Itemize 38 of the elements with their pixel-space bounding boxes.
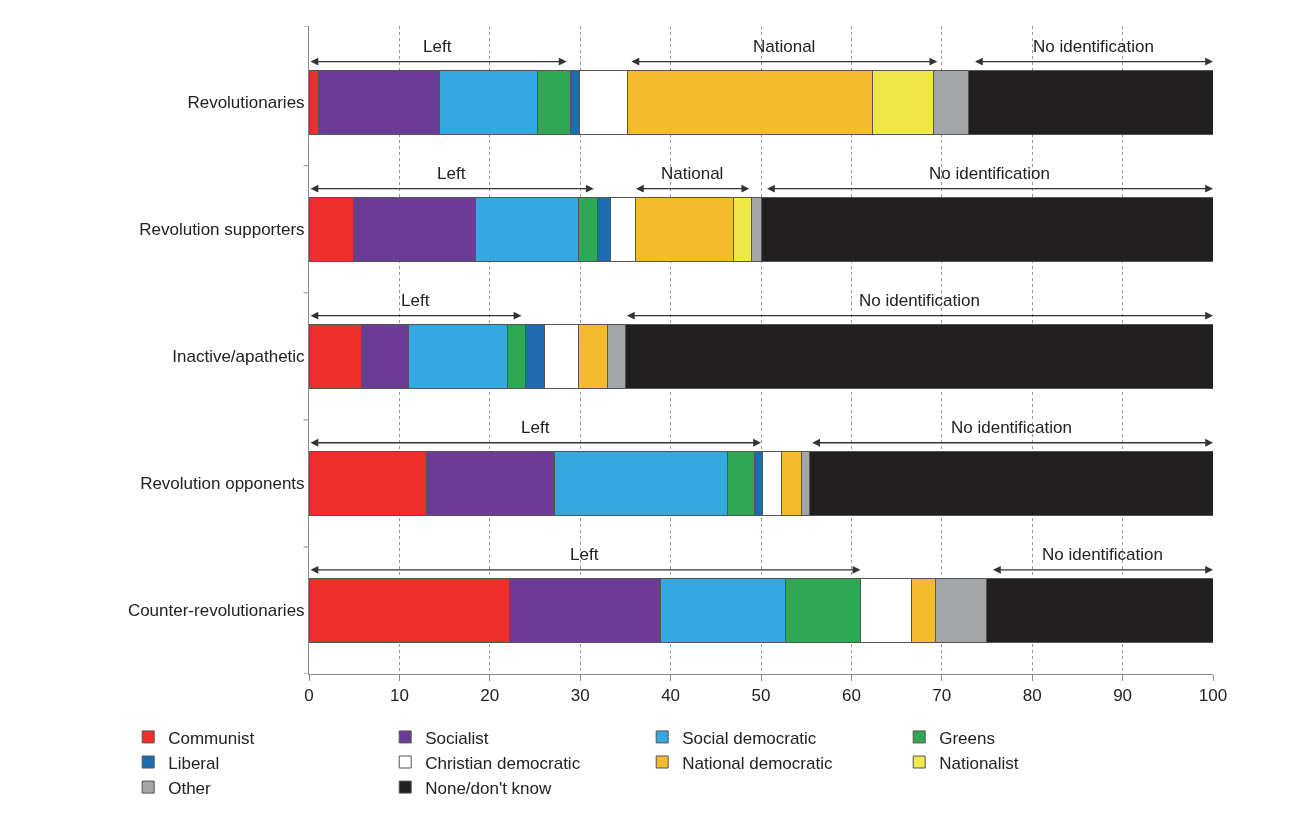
- annotation: No identification: [859, 291, 980, 310]
- x-tick-label: 90: [1113, 686, 1133, 706]
- annotation: Left: [521, 418, 550, 437]
- legend-label: Communist: [168, 728, 255, 748]
- y-tick-label: Revolution opponents: [140, 474, 305, 494]
- legend-label: Nationalist: [939, 753, 1019, 773]
- annotation: Left: [423, 37, 452, 56]
- x-tick-label: 60: [841, 686, 861, 706]
- legend-label: Other: [168, 778, 212, 798]
- x-tick-label: 10: [389, 686, 409, 706]
- x-tick-label: 30: [570, 686, 590, 706]
- x-tick-label: 20: [480, 686, 500, 706]
- y-tick-label: Counter-revolutionaries: [127, 601, 305, 621]
- annotation: No identification: [951, 418, 1072, 437]
- x-tick-label: 50: [751, 686, 771, 706]
- annotation: Left: [437, 164, 466, 183]
- annotation: Left: [401, 291, 430, 310]
- legend-label: Greens: [939, 728, 995, 748]
- annotation: No identification: [1042, 545, 1163, 564]
- annotation: Left: [570, 545, 599, 564]
- legend-label: None/don't know: [425, 778, 553, 798]
- x-tick-label: 40: [661, 686, 681, 706]
- y-tick-label: Revolution supporters: [139, 220, 305, 240]
- legend-label: Christian democratic: [425, 753, 581, 773]
- annotation: National: [661, 164, 724, 183]
- legend-label: Socialist: [425, 728, 489, 748]
- x-tick-label: 100: [1198, 686, 1228, 706]
- y-tick-label: Inactive/apathetic: [172, 347, 306, 367]
- annotation: National: [753, 37, 816, 56]
- x-tick-label: 80: [1022, 686, 1042, 706]
- y-tick-label: Revolutionaries: [187, 93, 305, 113]
- legend-label: National democratic: [682, 753, 833, 773]
- x-tick-label: 0: [304, 686, 314, 706]
- annotation: No identification: [1033, 37, 1154, 56]
- legend-label: Social democratic: [682, 728, 817, 748]
- legend-label: Liberal: [168, 753, 220, 773]
- annotation: No identification: [929, 164, 1050, 183]
- x-tick-label: 70: [932, 686, 952, 706]
